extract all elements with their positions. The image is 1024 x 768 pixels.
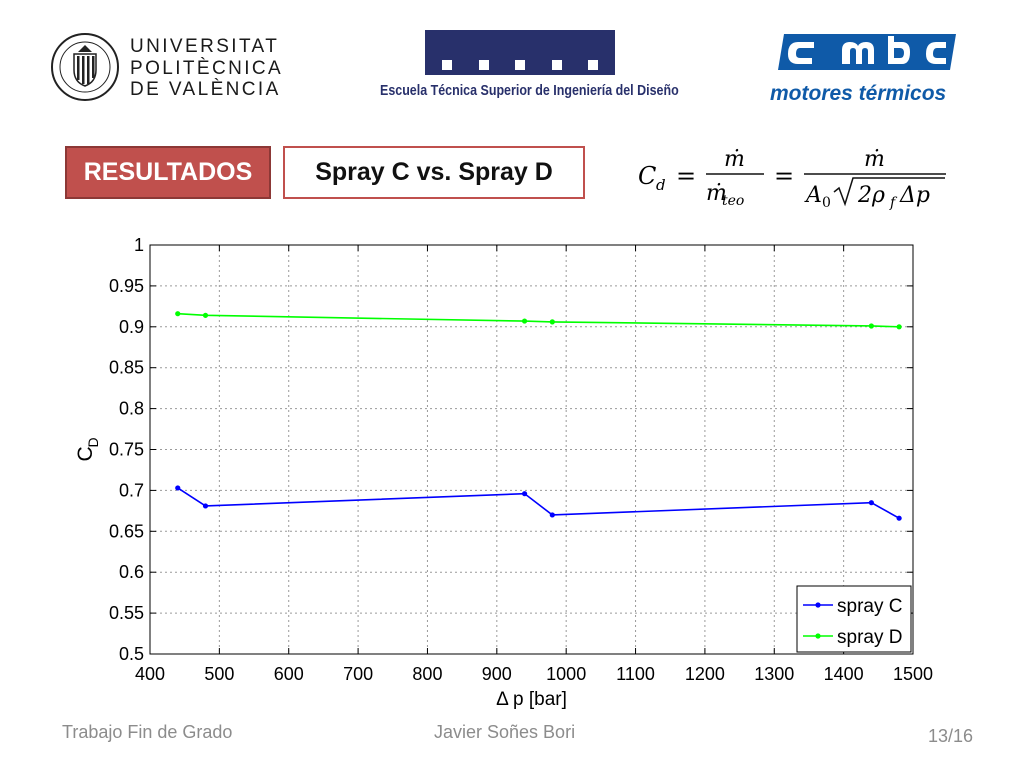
formula-lhs: C xyxy=(638,162,656,190)
y-tick-label: 0.8 xyxy=(119,399,144,419)
spray-c-point xyxy=(549,512,555,518)
upv-line-2: POLITÈCNICA xyxy=(130,57,284,79)
footer-author: Javier Soñes Bori xyxy=(434,722,576,742)
y-tick-label: 0.85 xyxy=(109,358,144,378)
cmt-logo: motores térmicos xyxy=(768,30,960,106)
etsid-emblem-dots xyxy=(442,60,598,70)
x-tick-label: 400 xyxy=(135,664,165,684)
x-axis-label: Δ p [bar] xyxy=(496,689,567,710)
cd-vs-pressure-chart: 400 500 600 700 800 900 1000 1100 1200 1300 1400 15… xyxy=(74,235,933,710)
cmt-emblem-icon xyxy=(778,34,956,70)
spray-c-point xyxy=(202,503,209,509)
spray-d-point xyxy=(521,318,528,324)
spray-d-point xyxy=(202,312,209,318)
y-tick-label: 0.75 xyxy=(109,440,144,460)
x-tick-label: 800 xyxy=(412,664,442,684)
y-tick-label: 0.65 xyxy=(109,521,144,541)
x-tick-label: 1100 xyxy=(616,664,655,684)
footer-project-type: Trabajo Fin de Grado xyxy=(62,722,233,742)
upv-seal-icon xyxy=(51,33,119,101)
x-tick-label: 1400 xyxy=(824,664,864,684)
upv-line-1: UNIVERSITAT xyxy=(130,36,280,57)
y-tick-label: 1 xyxy=(134,235,144,255)
formula-equals-2: = xyxy=(774,162,794,190)
x-tick-label: 1200 xyxy=(685,664,725,684)
legend-box xyxy=(796,585,912,653)
y-tick-label: 0.95 xyxy=(109,276,144,296)
y-axis-label: C D xyxy=(74,437,101,461)
spray-d-point xyxy=(549,319,555,325)
legend-spray-d-label: spray D xyxy=(837,627,902,648)
upv-name: UNIVERSITAT POLITÈCNICA DE VALÈNCIA xyxy=(130,36,283,101)
upv-line-3: DE VALÈNCIA xyxy=(130,79,281,100)
spray-c-line xyxy=(177,487,900,519)
formula-num-2: ṁ xyxy=(864,147,885,172)
cmt-name: motores térmicos xyxy=(770,82,947,105)
spray-c-point xyxy=(868,500,874,506)
y-tick-label: 0.7 xyxy=(119,480,144,500)
spray-c-point xyxy=(521,491,528,497)
x-tick-label: 500 xyxy=(204,664,234,684)
discharge-coefficient-formula: C d = ṁ ṁ teo = ṁ A 0 2ρ f Δp xyxy=(638,147,946,210)
spray-d-line xyxy=(177,312,900,328)
x-tick-label: 600 xyxy=(274,664,304,684)
footer-page-number: 13/16 xyxy=(928,726,974,746)
formula-den-2-rho-sub: f xyxy=(889,195,898,210)
formula-sqrt-icon xyxy=(833,177,945,207)
y-axis-label-main: C xyxy=(74,446,97,461)
formula-num-1: ṁ xyxy=(724,147,745,172)
y-tick-label: 0.6 xyxy=(119,562,144,582)
formula-den-2-dp: Δp xyxy=(899,183,930,208)
spray-d-point xyxy=(175,311,181,317)
spray-c-point xyxy=(175,485,181,491)
chart-series xyxy=(175,311,902,521)
y-axis-label-sub: D xyxy=(85,437,101,447)
legend-spray-d-marker xyxy=(815,633,821,639)
legend-spray-c-label: spray C xyxy=(837,596,902,617)
chart-ticks: 400 500 600 700 800 900 1000 1100 1200 1300 1400 15… xyxy=(109,235,933,684)
comparison-title: Spray C vs. Spray D xyxy=(283,146,585,199)
x-tick-label: 1000 xyxy=(546,664,586,684)
formula-lhs-sub: d xyxy=(656,176,666,194)
upv-logo: UNIVERSITAT POLITÈCNICA DE VALÈNCIA xyxy=(50,30,281,105)
formula-den-2-a: A xyxy=(804,183,822,208)
formula-den-2-a-sub: 0 xyxy=(822,195,831,210)
x-tick-label: 900 xyxy=(482,664,512,684)
spray-c-point xyxy=(896,515,902,521)
y-tick-label: 0.55 xyxy=(109,603,144,623)
y-tick-label: 0.9 xyxy=(119,317,144,337)
formula-den-1-sub: teo xyxy=(722,193,744,209)
chart-legend: spray C spray D xyxy=(796,585,912,653)
formula-den-1: ṁ xyxy=(706,181,727,206)
x-tick-label: 1500 xyxy=(893,664,933,684)
spray-d-point xyxy=(868,323,874,329)
legend-spray-c-marker xyxy=(815,602,821,608)
section-badge: RESULTADOS xyxy=(65,146,271,199)
x-tick-label: 700 xyxy=(343,664,373,684)
formula-equals-1: = xyxy=(676,162,696,190)
x-tick-label: 1300 xyxy=(754,664,794,684)
etsid-logo: Escuela Técnica Superior de Ingeniería d… xyxy=(380,30,679,105)
formula-den-2-rho: 2ρ xyxy=(857,183,885,208)
spray-d-point xyxy=(896,324,902,330)
y-tick-label: 0.5 xyxy=(119,644,144,664)
etsid-name: Escuela Técnica Superior de Ingeniería d… xyxy=(380,83,679,99)
